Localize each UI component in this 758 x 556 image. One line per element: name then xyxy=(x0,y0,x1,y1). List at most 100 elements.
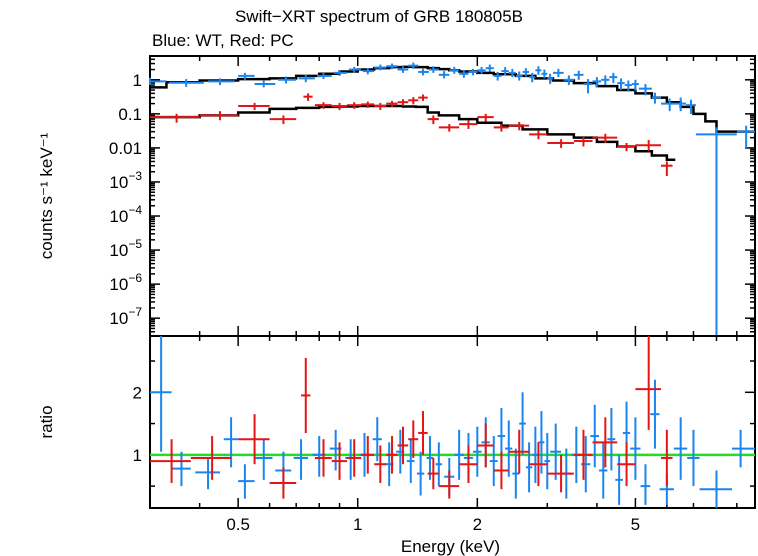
data-point xyxy=(485,64,494,72)
data-point xyxy=(150,439,191,483)
data-point xyxy=(650,379,660,449)
data-point xyxy=(169,79,204,87)
data-point xyxy=(278,76,297,84)
y-tick-label: 10−4 xyxy=(109,203,142,226)
data-point xyxy=(638,84,652,96)
data-point xyxy=(303,93,313,101)
data-point xyxy=(736,125,755,148)
data-point xyxy=(348,66,362,73)
data-point xyxy=(269,467,297,499)
data-point xyxy=(635,336,662,430)
data-point xyxy=(477,423,494,468)
data-point xyxy=(573,429,593,480)
data-point xyxy=(150,336,172,452)
data-point xyxy=(635,140,662,152)
data-point xyxy=(505,420,513,477)
data-point xyxy=(374,445,387,483)
data-point xyxy=(592,133,618,143)
data-point xyxy=(525,442,533,493)
data-point xyxy=(512,448,520,499)
data-point xyxy=(254,80,276,88)
x-tick-label: 1 xyxy=(353,515,362,534)
data-point xyxy=(552,68,564,78)
x-tick-label: 2 xyxy=(473,515,482,534)
data-point xyxy=(489,436,498,487)
data-point xyxy=(397,66,409,73)
data-point xyxy=(149,77,167,86)
data-point xyxy=(583,79,593,94)
ratio-series-1 xyxy=(150,336,673,499)
data-point xyxy=(418,411,428,455)
data-point xyxy=(573,136,593,147)
data-point xyxy=(438,71,450,79)
data-point xyxy=(617,142,636,152)
y-tick-label: 2 xyxy=(133,383,142,402)
data-point xyxy=(508,429,530,474)
spectrum-ylabel: counts s⁻¹ keV⁻¹ xyxy=(37,132,56,259)
x-tick-label: 5 xyxy=(631,515,640,534)
data-point xyxy=(238,72,255,80)
y-tick-label: 0.1 xyxy=(118,105,142,124)
data-point xyxy=(501,67,509,76)
data-point xyxy=(190,436,232,480)
data-point xyxy=(362,68,375,75)
data-point xyxy=(199,111,239,121)
data-point xyxy=(640,464,651,505)
data-point xyxy=(223,417,239,468)
data-point xyxy=(544,432,551,490)
data-point xyxy=(529,442,548,487)
data-point xyxy=(508,121,530,131)
x-axis-label: Energy (keV) xyxy=(401,537,500,556)
y-tick-label: 10−7 xyxy=(109,305,142,328)
chart-subtitle: Blue: WT, Red: PC xyxy=(152,31,294,50)
spectrum-panel: 10−7 10−6 10−5 10−4 10−3 0.01 0.1 1 counts s⁻¹ k… xyxy=(37,55,756,337)
data-point xyxy=(438,470,460,499)
data-point xyxy=(529,130,548,140)
y-tick-label: 0.01 xyxy=(109,139,142,158)
data-point xyxy=(372,417,382,462)
data-point xyxy=(293,439,309,480)
data-point xyxy=(541,69,548,79)
data-point xyxy=(617,442,636,487)
data-point xyxy=(459,120,478,129)
data-point xyxy=(397,426,409,465)
data-point xyxy=(508,68,516,78)
data-point xyxy=(386,436,398,474)
data-point xyxy=(269,115,297,125)
data-point xyxy=(535,66,542,75)
data-point xyxy=(454,429,464,480)
data-point xyxy=(314,439,332,477)
data-point xyxy=(361,101,375,108)
ratio-panel: 1 2 ratio xyxy=(37,335,756,509)
data-point xyxy=(699,470,732,508)
data-point xyxy=(317,72,332,80)
data-point xyxy=(208,78,235,86)
data-point xyxy=(661,429,673,487)
data-point xyxy=(519,392,526,455)
data-point xyxy=(529,72,536,83)
data-point xyxy=(651,92,662,104)
y-tick-label: 1 xyxy=(133,446,142,465)
data-point xyxy=(298,74,315,83)
data-point xyxy=(333,69,348,76)
data-point xyxy=(615,454,623,505)
data-point xyxy=(599,442,608,499)
data-point xyxy=(673,417,688,480)
data-point xyxy=(515,71,523,81)
data-point xyxy=(592,77,602,88)
ratio-frame xyxy=(149,335,756,509)
data-point xyxy=(631,79,639,91)
data-point xyxy=(427,115,439,125)
data-point xyxy=(238,414,270,465)
spectrum-series-1 xyxy=(150,93,673,176)
data-point xyxy=(408,97,419,105)
data-point xyxy=(418,68,429,76)
data-point xyxy=(171,451,191,487)
data-point xyxy=(449,66,460,74)
data-point xyxy=(361,436,375,474)
data-point xyxy=(468,68,478,76)
data-point xyxy=(408,420,419,458)
data-point xyxy=(607,407,616,471)
data-point xyxy=(347,439,362,477)
data-point xyxy=(624,80,632,92)
